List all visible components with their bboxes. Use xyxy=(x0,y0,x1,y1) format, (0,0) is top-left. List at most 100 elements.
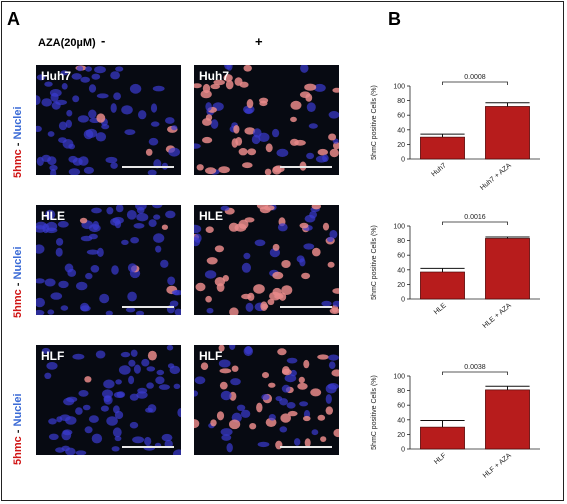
nucleus xyxy=(313,83,326,92)
stain-mark-label: 5hmc xyxy=(12,289,24,318)
stained-nucleus xyxy=(305,93,313,102)
scale-bar xyxy=(122,446,174,448)
nucleus xyxy=(68,143,75,150)
stained-nucleus xyxy=(304,83,317,91)
nucleus xyxy=(167,276,176,286)
y-axis-label: 5hmC positive Cells (%) xyxy=(371,225,378,300)
y-tick-label: 20 xyxy=(397,282,405,289)
nucleus xyxy=(113,405,120,414)
stained-nucleus xyxy=(194,83,202,89)
stained-nucleus xyxy=(223,74,233,82)
stained-nucleus xyxy=(272,271,284,280)
nucleus xyxy=(153,233,165,243)
y-tick-label: 100 xyxy=(393,374,405,381)
nucleus xyxy=(63,397,75,406)
stained-nucleus xyxy=(216,283,225,292)
y-tick-label: 0 xyxy=(401,157,405,164)
stained-nucleus xyxy=(229,419,241,430)
nucleus xyxy=(44,372,52,379)
nucleus xyxy=(45,209,56,220)
nucleus xyxy=(78,390,89,397)
nucleus xyxy=(309,210,317,219)
stained-nucleus xyxy=(202,118,212,126)
nucleus xyxy=(41,347,51,354)
nucleus xyxy=(129,421,139,429)
scale-bar xyxy=(280,446,332,448)
stained-nucleus xyxy=(233,125,240,134)
stained-nucleus xyxy=(246,99,254,109)
stained-nucleus xyxy=(317,148,328,156)
nucleus xyxy=(158,384,170,390)
bar xyxy=(420,136,465,160)
row-label-hlf: 5hmc - Nuclei xyxy=(12,345,28,465)
y-tick-label: 0 xyxy=(401,447,405,454)
stained-nucleus xyxy=(260,301,268,311)
nucleus xyxy=(279,426,288,433)
nucleus xyxy=(326,236,334,242)
scale-bar xyxy=(122,166,174,168)
nucleus xyxy=(105,310,113,315)
x-tick-label: HLF + AZA xyxy=(482,452,513,480)
stained-nucleus xyxy=(272,243,280,251)
nucleus xyxy=(308,123,318,129)
nucleus xyxy=(96,93,109,99)
nucleus xyxy=(72,95,80,103)
stained-nucleus xyxy=(290,138,299,146)
stained-nucleus xyxy=(317,414,326,421)
stained-nucleus xyxy=(332,87,339,93)
stained-nucleus xyxy=(205,226,214,233)
nucleus xyxy=(112,427,122,438)
nucleus xyxy=(61,445,70,452)
nucleus xyxy=(145,407,153,413)
nucleus xyxy=(204,270,217,279)
nucleus xyxy=(254,239,266,247)
stained-nucleus xyxy=(205,167,217,175)
nucleus xyxy=(194,237,201,247)
nucleus xyxy=(48,433,59,440)
nucleus xyxy=(221,434,232,441)
stain-separator: - xyxy=(12,139,24,150)
nucleus xyxy=(85,66,92,72)
stained-nucleus xyxy=(225,80,234,90)
nucleus xyxy=(72,353,85,360)
micrograph-label: HLF xyxy=(41,349,65,363)
micrograph-label: Huh7 xyxy=(41,69,71,83)
nucleus xyxy=(281,384,291,393)
stained-nucleus xyxy=(222,275,229,282)
stained-nucleus xyxy=(147,350,157,361)
nucleus xyxy=(156,369,165,376)
nucleus xyxy=(153,214,161,220)
x-tick-label: HLE xyxy=(433,302,448,316)
y-tick-label: 20 xyxy=(397,432,405,439)
nucleus xyxy=(115,66,124,72)
nucleus xyxy=(36,74,46,81)
stained-nucleus xyxy=(196,164,204,171)
nucleus xyxy=(83,166,94,174)
stained-nucleus xyxy=(200,362,209,370)
nucleus xyxy=(243,346,253,357)
nucleus xyxy=(115,379,122,385)
stained-nucleus xyxy=(262,372,269,379)
nucleus xyxy=(36,95,41,105)
nucleus xyxy=(146,382,154,389)
stained-nucleus xyxy=(249,423,257,430)
p-value-label: 0.0008 xyxy=(464,74,486,81)
stain-nuclei-label: Nuclei xyxy=(12,106,24,140)
p-value-label: 0.0038 xyxy=(464,364,486,371)
stained-nucleus xyxy=(238,219,249,229)
nucleus xyxy=(65,416,77,425)
nucleus xyxy=(77,115,89,123)
nucleus xyxy=(57,221,69,228)
nucleus xyxy=(150,103,158,113)
nucleus xyxy=(229,345,236,350)
nucleus xyxy=(49,164,58,171)
nucleus xyxy=(48,418,57,425)
stained-nucleus xyxy=(280,413,291,423)
bar-chart-hlf: 5hmC positive Cells (%) 0 20 40 60 80 100 HLF HL… xyxy=(371,364,540,480)
nucleus xyxy=(111,446,120,452)
stained-nucleus xyxy=(301,272,311,280)
nucleus xyxy=(275,396,283,402)
nucleus xyxy=(62,429,73,436)
nucleus xyxy=(161,433,173,442)
nucleus xyxy=(171,125,178,131)
